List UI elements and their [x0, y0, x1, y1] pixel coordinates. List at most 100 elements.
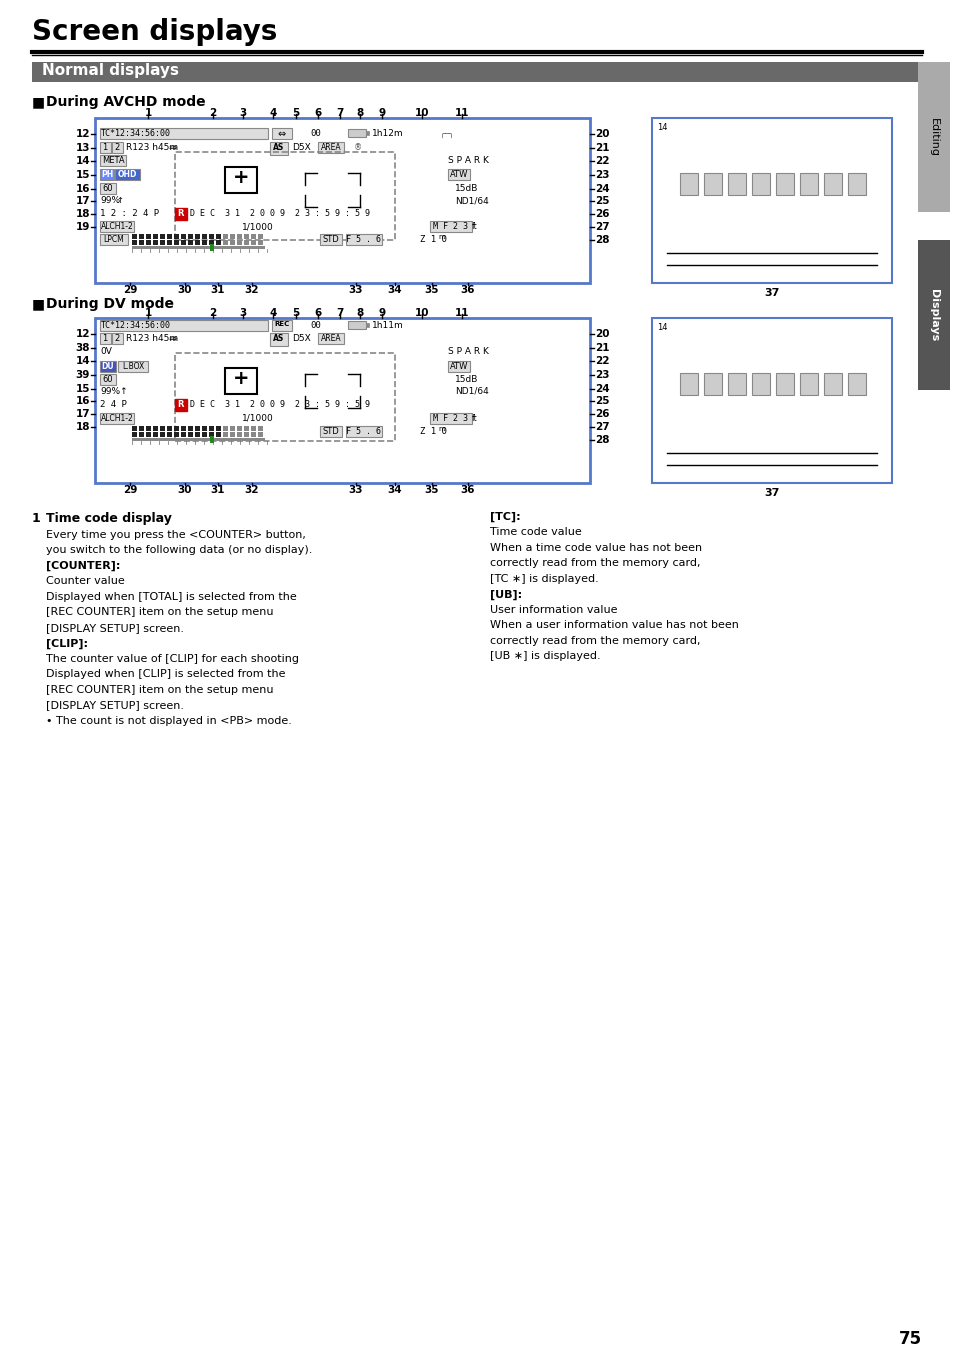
Text: ■: ■ [32, 95, 45, 110]
Bar [448, 169, 470, 180]
Bar [751, 173, 769, 195]
Bar [160, 427, 165, 431]
Bar [100, 333, 111, 344]
Bar [132, 432, 137, 437]
Text: 15dB: 15dB [455, 375, 477, 385]
Bar [173, 234, 179, 240]
Text: ATW: ATW [450, 362, 468, 371]
Text: 11: 11 [455, 108, 469, 118]
Text: R: R [177, 209, 184, 218]
Text: TC*12:34:56:00: TC*12:34:56:00 [101, 321, 171, 330]
Bar [181, 240, 186, 245]
Text: [TC]:: [TC]: [490, 512, 520, 523]
Bar [139, 427, 144, 431]
Bar [225, 167, 256, 194]
Bar [160, 234, 165, 240]
Text: L.BOX: L.BOX [122, 362, 144, 371]
Bar [202, 432, 207, 437]
Text: 37: 37 [763, 487, 779, 498]
Text: S P A R K: S P A R K [448, 156, 488, 165]
Text: 20: 20 [595, 329, 609, 338]
Bar [270, 142, 288, 154]
Bar [173, 427, 179, 431]
Bar [32, 62, 921, 83]
Text: 2: 2 [209, 108, 216, 118]
Bar [146, 427, 151, 431]
Bar [257, 432, 263, 437]
Text: +: + [233, 168, 249, 187]
Bar [174, 209, 187, 219]
Text: 24: 24 [595, 385, 609, 394]
Text: [REC COUNTER] item on the setup menu: [REC COUNTER] item on the setup menu [46, 685, 274, 695]
Bar [251, 427, 255, 431]
Text: 23: 23 [595, 171, 609, 180]
Bar [348, 129, 366, 137]
Bar [244, 432, 249, 437]
Text: [TC ∗] is displayed.: [TC ∗] is displayed. [490, 574, 598, 584]
Bar [257, 240, 263, 245]
Text: Displayed when [CLIP] is selected from the: Displayed when [CLIP] is selected from t… [46, 669, 285, 680]
Bar [257, 427, 263, 431]
Text: 16: 16 [75, 395, 90, 406]
Bar [215, 234, 221, 240]
Bar [167, 240, 172, 245]
Bar [215, 432, 221, 437]
Text: ®: ® [354, 144, 362, 152]
Text: 12: 12 [75, 129, 90, 139]
Text: Displayed when [TOTAL] is selected from the: Displayed when [TOTAL] is selected from … [46, 592, 296, 603]
Text: 5: 5 [292, 108, 299, 118]
Bar [348, 321, 366, 329]
Text: correctly read from the memory card,: correctly read from the memory card, [490, 636, 700, 646]
Bar [223, 427, 228, 431]
Text: 5: 5 [292, 307, 299, 318]
Bar [210, 244, 213, 250]
Bar [230, 427, 234, 431]
Bar [174, 152, 395, 240]
Bar [181, 234, 186, 240]
Text: 99%↑: 99%↑ [100, 387, 128, 395]
Bar [209, 432, 213, 437]
Text: 7: 7 [336, 108, 343, 118]
Bar [100, 183, 116, 194]
Text: R123 h45m: R123 h45m [126, 334, 178, 343]
Text: 2: 2 [209, 307, 216, 318]
Bar [317, 333, 344, 344]
Bar [100, 129, 268, 139]
Bar [272, 320, 292, 330]
Bar [847, 372, 865, 395]
Text: 9: 9 [378, 307, 385, 318]
Text: S P A R K: S P A R K [448, 347, 488, 356]
Text: 10: 10 [415, 108, 429, 118]
Bar [847, 173, 865, 195]
Text: 32: 32 [245, 485, 259, 496]
Text: [DISPLAY SETUP] screen.: [DISPLAY SETUP] screen. [46, 623, 184, 634]
Bar [230, 234, 234, 240]
Text: Z 1 0: Z 1 0 [419, 236, 446, 244]
Text: Screen displays: Screen displays [32, 18, 277, 46]
Text: [COUNTER]:: [COUNTER]: [46, 561, 120, 571]
Text: M F 2 3: M F 2 3 [433, 222, 468, 232]
Bar [181, 432, 186, 437]
Bar [703, 372, 721, 395]
Text: 60: 60 [103, 375, 113, 385]
Text: Z 1 0: Z 1 0 [419, 427, 446, 436]
Bar [727, 173, 745, 195]
Text: 15: 15 [75, 385, 90, 394]
Bar [152, 432, 158, 437]
Bar [173, 432, 179, 437]
Text: 11: 11 [455, 307, 469, 318]
Text: ⇒: ⇒ [168, 334, 176, 344]
Text: D E C  3 1  2 0 0 9  2 3 : 5 9 : 5 9: D E C 3 1 2 0 0 9 2 3 : 5 9 : 5 9 [190, 399, 370, 409]
Bar [800, 173, 817, 195]
Text: 2: 2 [114, 334, 119, 343]
Bar [160, 240, 165, 245]
Bar [152, 427, 158, 431]
Text: ft: ft [472, 414, 477, 422]
Bar [139, 432, 144, 437]
Text: 38: 38 [75, 343, 90, 353]
Bar [167, 432, 172, 437]
Bar [112, 333, 123, 344]
Text: 2 4 P: 2 4 P [100, 399, 127, 409]
Bar [346, 427, 381, 437]
Bar [194, 432, 200, 437]
